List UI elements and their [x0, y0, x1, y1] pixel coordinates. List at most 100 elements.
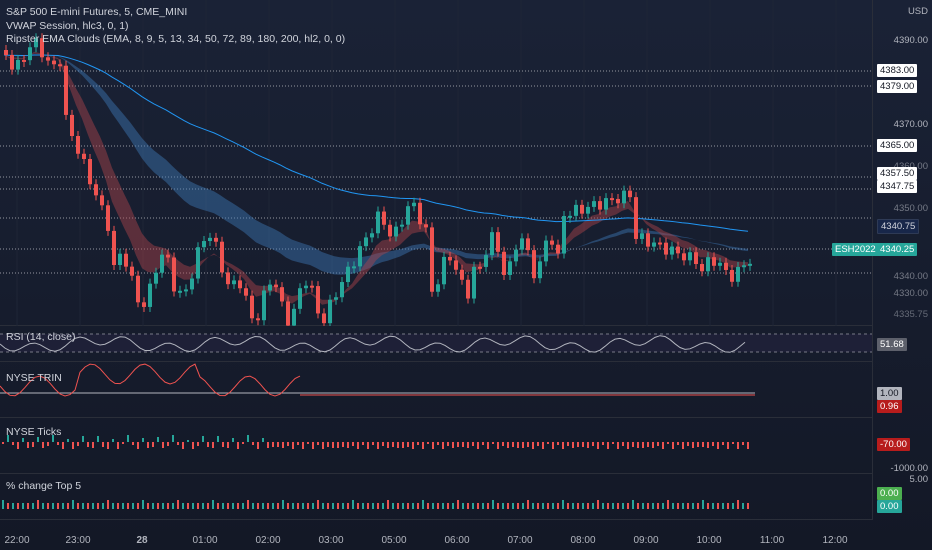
- level-label[interactable]: 4340.75: [877, 219, 920, 234]
- candle-body: [220, 241, 224, 273]
- trin-scale: [872, 362, 932, 418]
- top5-bar: [232, 503, 234, 509]
- level-label[interactable]: 4383.00: [877, 64, 918, 77]
- rsi-pane[interactable]: RSI (14, close): [0, 326, 872, 362]
- level-label[interactable]: 4365.00: [877, 139, 918, 152]
- top5-bar: [447, 503, 449, 509]
- candle-body: [646, 233, 650, 247]
- candle-body: [508, 261, 512, 275]
- trin-legend[interactable]: NYSE TRIN: [6, 372, 62, 384]
- symbol-legend[interactable]: S&P 500 E-mini Futures, 5, CME_MINI: [6, 6, 188, 18]
- top5-bar: [247, 500, 249, 509]
- tick-bar: [712, 442, 714, 446]
- tick-bar: [707, 442, 709, 448]
- top5-bar: [177, 500, 179, 509]
- tick-bar: [572, 442, 574, 448]
- top5-bar: [382, 503, 384, 509]
- price-tick: 4330.00: [893, 288, 928, 299]
- top5-bar: [712, 503, 714, 509]
- ticks-legend[interactable]: NYSE Ticks: [6, 426, 62, 438]
- price-chart-canvas[interactable]: [0, 0, 872, 326]
- tick-bar: [342, 442, 344, 447]
- top5-bar: [187, 503, 189, 509]
- tick-bar: [502, 442, 504, 446]
- top5-bar: [537, 503, 539, 509]
- candle-body: [250, 295, 254, 319]
- candle-body: [10, 55, 14, 70]
- candle-body: [490, 232, 494, 256]
- top5-bar: [257, 503, 259, 509]
- tick-bar: [227, 442, 229, 448]
- trin-pane[interactable]: NYSE TRIN: [0, 362, 872, 418]
- price-scale[interactable]: USD 4390.00 4370.00 4360.00 4350.00 4340…: [872, 0, 932, 326]
- tick-bar: [727, 442, 729, 449]
- level-label[interactable]: 4347.75: [877, 180, 918, 193]
- rsi-line: [0, 335, 746, 353]
- last-price-label[interactable]: 4340.25: [877, 243, 918, 256]
- top5-bar: [82, 503, 84, 509]
- candle-body: [100, 195, 104, 206]
- tick-bar: [237, 442, 239, 449]
- top5-bar: [672, 503, 674, 509]
- tick-bar: [332, 442, 334, 448]
- tick-bar: [177, 442, 179, 445]
- symbol-tag[interactable]: ESH2022: [832, 243, 879, 256]
- level-label[interactable]: 4357.50: [877, 167, 918, 180]
- tick-bar: [417, 442, 419, 445]
- top5-bar: [427, 503, 429, 509]
- tick-bar: [517, 442, 519, 448]
- rsi-legend[interactable]: RSI (14, close): [6, 331, 76, 343]
- tick-bar: [7, 435, 9, 442]
- tick-bar: [307, 442, 309, 444]
- candle-body: [670, 246, 674, 255]
- candle-body: [484, 255, 488, 267]
- price-tick: 4370.00: [893, 119, 928, 130]
- top5-legend[interactable]: % change Top 5: [6, 480, 82, 492]
- candle-body: [616, 198, 620, 204]
- tick-bar: [642, 442, 644, 448]
- ema-cloud-slow: [4, 54, 748, 275]
- top5-bar: [122, 503, 124, 509]
- top5-bar: [47, 503, 49, 509]
- candle-body: [214, 237, 218, 242]
- candle-body: [286, 301, 290, 326]
- candle-body: [34, 38, 38, 48]
- top5-pane[interactable]: % change Top 5: [0, 474, 872, 520]
- tick-bar: [112, 439, 114, 442]
- top5-bar: [477, 503, 479, 509]
- time-label: 03:00: [318, 535, 344, 546]
- price-tick: 4350.00: [893, 203, 928, 214]
- top5-bar: [647, 503, 649, 509]
- ticks-canvas: [2, 435, 749, 449]
- top5-bar: [117, 503, 119, 509]
- ema-legend[interactable]: Ripster EMA Clouds (EMA, 8, 9, 5, 13, 34…: [6, 33, 346, 45]
- top5-bar: [157, 503, 159, 509]
- price-tick: 4390.00: [893, 35, 928, 46]
- vwap-legend[interactable]: VWAP Session, hlc3, 0, 1): [6, 20, 129, 32]
- price-pane[interactable]: S&P 500 E-mini Futures, 5, CME_MINI VWAP…: [0, 0, 872, 326]
- ticks-pane[interactable]: NYSE Ticks: [0, 418, 872, 474]
- vwap-line: [3, 54, 749, 232]
- level-label[interactable]: 4379.00: [877, 80, 918, 93]
- top5-bar: [212, 500, 214, 509]
- top5-bar: [457, 500, 459, 509]
- tick-bar: [92, 442, 94, 448]
- top5-bar: [467, 503, 469, 509]
- candle-body: [202, 241, 206, 248]
- top5-bar: [312, 503, 314, 509]
- top5-bar: [367, 503, 369, 509]
- tick-bar: [602, 442, 604, 445]
- tick-bar: [252, 442, 254, 445]
- tick-bar: [507, 442, 509, 448]
- candle-body: [322, 313, 326, 324]
- tick-bar: [157, 437, 159, 442]
- time-axis[interactable]: 22:00 23:00 28 01:00 02:00 03:00 05:00 0…: [0, 520, 872, 550]
- candle-body: [442, 256, 446, 285]
- candle-body: [352, 266, 356, 269]
- top5-bar: [562, 500, 564, 509]
- top5-bar: [7, 503, 9, 509]
- tick-bar: [522, 442, 524, 448]
- top5-bar: [322, 503, 324, 509]
- candle-body: [418, 202, 422, 225]
